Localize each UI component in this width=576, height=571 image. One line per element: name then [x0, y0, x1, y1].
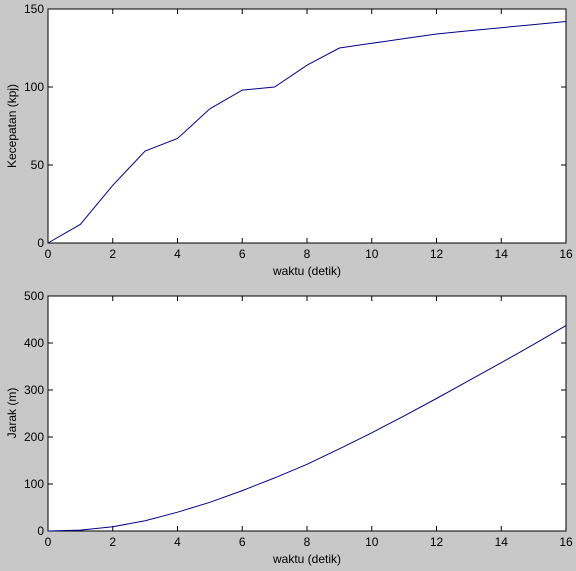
- distance-x-tick-label: 10: [365, 535, 379, 549]
- distance-x-tick-label: 2: [109, 535, 116, 549]
- speed-x-tick-label: 4: [174, 247, 181, 261]
- distance-x-tick-label: 4: [174, 535, 181, 549]
- distance-plot-tick-labels: 0 2 4 6 8 10 12 14 16 0 100 200 300 400 500: [24, 289, 573, 549]
- speed-x-tick-label: 14: [495, 247, 509, 261]
- speed-y-tick-label: 150: [24, 2, 44, 16]
- distance-y-axis-label: Jarak (m): [5, 388, 19, 439]
- distance-x-tick-label: 12: [430, 535, 444, 549]
- distance-x-tick-label: 14: [495, 535, 509, 549]
- distance-y-tick-label: 500: [24, 289, 44, 303]
- distance-x-tick-label: 16: [559, 535, 573, 549]
- speed-y-tick-label: 100: [24, 80, 44, 94]
- speed-y-axis-label: Kecepatan (kpj): [5, 84, 19, 168]
- speed-x-tick-label: 8: [304, 247, 311, 261]
- distance-y-tick-label: 100: [24, 477, 44, 491]
- speed-series-line: [47, 21, 567, 244]
- speed-x-axis-label: waktu (detik): [272, 264, 341, 278]
- speed-x-tick-label: 12: [430, 247, 444, 261]
- distance-plot-area: [47, 295, 567, 532]
- distance-series-line: [47, 325, 567, 532]
- distance-x-axis-label: waktu (detik): [272, 552, 341, 566]
- distance-plot: 0 2 4 6 8 10 12 14 16 0 100 200 300 400 500 waktu (det…: [5, 289, 573, 566]
- speed-y-tick-label: 50: [31, 158, 45, 172]
- speed-plot-area: [47, 8, 567, 244]
- speed-x-tick-label: 10: [365, 247, 379, 261]
- distance-plot-ticks: [47, 295, 567, 532]
- distance-x-tick-label: 6: [239, 535, 246, 549]
- speed-plot-tick-labels: 0 2 4 6 8 10 12 14 16 0 50 100 150: [24, 2, 573, 261]
- distance-x-tick-label: 0: [45, 535, 52, 549]
- distance-y-tick-label: 200: [24, 430, 44, 444]
- speed-x-tick-label: 2: [109, 247, 116, 261]
- distance-x-tick-label: 8: [304, 535, 311, 549]
- speed-y-tick-label: 0: [37, 236, 44, 250]
- distance-y-tick-label: 0: [37, 524, 44, 538]
- speed-x-tick-label: 0: [45, 247, 52, 261]
- distance-y-tick-label: 300: [24, 383, 44, 397]
- speed-plot-ticks: [47, 8, 567, 244]
- speed-x-tick-label: 16: [559, 247, 573, 261]
- speed-plot: 0 2 4 6 8 10 12 14 16 0 50 100 150 waktu (detik) Kec…: [5, 2, 573, 278]
- speed-x-tick-label: 6: [239, 247, 246, 261]
- distance-y-tick-label: 400: [24, 336, 44, 350]
